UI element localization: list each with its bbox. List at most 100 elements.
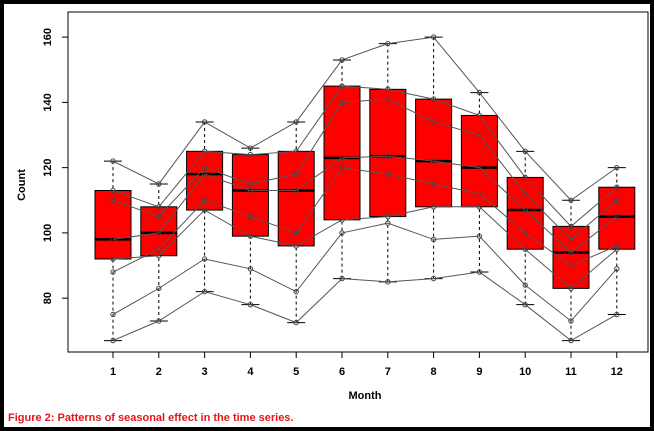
series-point [293, 119, 299, 125]
y-tick-label: 100 [42, 224, 54, 242]
x-tick-label: 2 [156, 366, 162, 378]
series-point [614, 213, 620, 220]
series-point [614, 197, 620, 203]
series-point [247, 213, 254, 220]
series-point [247, 266, 254, 272]
series-line [112, 98, 618, 241]
series-point [568, 262, 574, 269]
series-line [112, 85, 618, 228]
series-point [568, 318, 574, 324]
series-point [476, 112, 483, 119]
series-point [110, 158, 116, 164]
series-point [110, 311, 116, 318]
series-point [476, 164, 483, 171]
series-point [568, 249, 574, 256]
series-point [156, 181, 162, 187]
series-point [247, 233, 254, 239]
series-point [476, 233, 483, 239]
series-point [614, 243, 620, 249]
series-point [156, 246, 162, 252]
series-point [430, 34, 437, 40]
series-point [201, 197, 208, 203]
series-point [110, 187, 116, 194]
series-line [112, 206, 618, 290]
series-point [339, 155, 345, 161]
x-tick-label: 10 [519, 366, 531, 378]
box [231, 154, 269, 237]
series-point [293, 148, 299, 155]
box [277, 150, 315, 247]
x-tick-label: 3 [202, 366, 208, 378]
series-point [247, 187, 254, 194]
y-tick-label: 120 [42, 158, 54, 176]
series-point [156, 230, 162, 236]
plot-area [67, 11, 649, 353]
series-point [522, 148, 528, 155]
x-tick-label: 12 [611, 366, 623, 378]
series-point [201, 288, 208, 295]
series-point [385, 40, 391, 47]
series-point [476, 269, 483, 275]
series-point [430, 158, 437, 164]
series-point [522, 282, 528, 288]
series-point [247, 181, 254, 187]
x-tick-label: 4 [247, 366, 254, 378]
series-point [430, 236, 437, 243]
box [552, 225, 590, 289]
series-point [201, 148, 208, 155]
series-point [156, 204, 162, 210]
series-point [522, 207, 528, 213]
x-tick-label: 1 [110, 366, 116, 378]
series-point [293, 319, 299, 326]
series-point [522, 246, 528, 252]
series-point [201, 256, 208, 262]
box [506, 176, 544, 250]
series-point [614, 164, 620, 171]
x-tick-label: 11 [565, 366, 577, 378]
x-tick-label: 9 [476, 366, 482, 378]
series-point [385, 220, 391, 226]
series-point [247, 301, 254, 308]
series-point [385, 96, 391, 102]
series-point [293, 288, 299, 295]
series-point [385, 171, 391, 177]
series-point [614, 246, 620, 252]
series-point [339, 164, 345, 171]
series-point [522, 174, 528, 181]
series-point [430, 96, 437, 102]
series-point [110, 236, 116, 243]
series-point [522, 191, 528, 197]
series-point [385, 86, 391, 93]
series-point [568, 285, 574, 292]
series-point [476, 204, 483, 210]
series-line [112, 222, 618, 322]
x-tick-label: 8 [431, 366, 437, 378]
series-point [201, 171, 208, 177]
box [460, 114, 498, 208]
series-point [293, 187, 299, 194]
series-point [156, 318, 162, 324]
box [94, 189, 132, 260]
x-axis-label: Month [349, 390, 382, 402]
series-point [110, 337, 116, 344]
series-point [339, 99, 345, 106]
series-point [110, 197, 116, 203]
series-point [339, 217, 345, 223]
series-point [156, 253, 162, 259]
box [598, 186, 636, 250]
series-point [201, 164, 208, 171]
series-point [614, 184, 620, 190]
series-point [476, 191, 483, 197]
y-tick-label: 140 [42, 93, 54, 111]
series-point [339, 57, 345, 63]
series-point [201, 207, 208, 213]
series-point [110, 256, 116, 262]
series-point [156, 213, 162, 220]
series-point [430, 204, 437, 210]
y-axis-label: Count [16, 169, 28, 201]
x-tick-label: 7 [385, 366, 391, 378]
box [323, 85, 361, 221]
series-line [112, 155, 618, 254]
series-point [522, 301, 528, 308]
